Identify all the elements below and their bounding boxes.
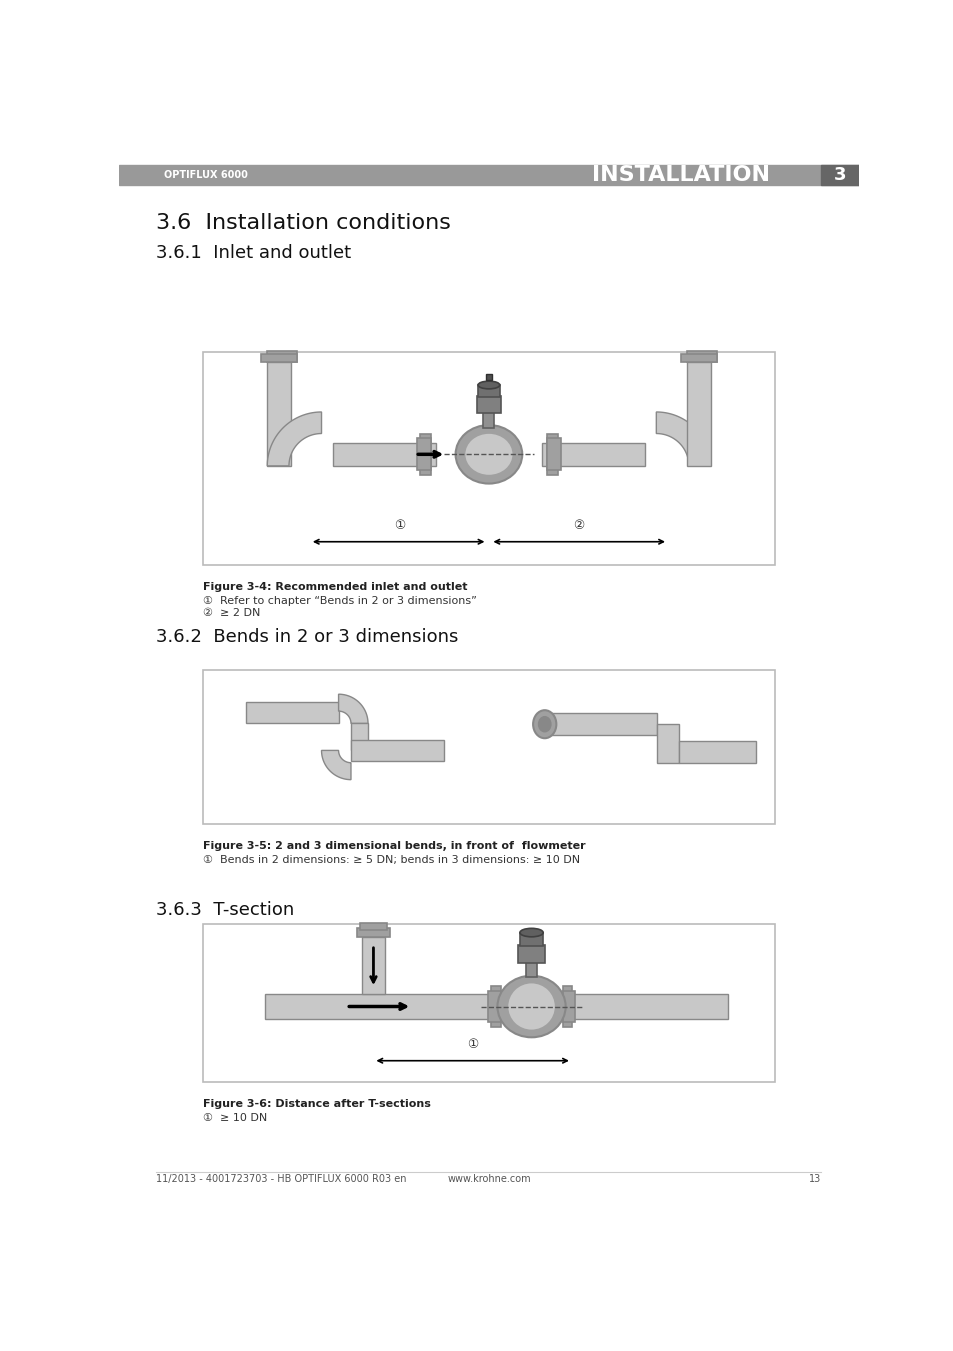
Text: ②  ≥ 2 DN: ② ≥ 2 DN <box>203 608 260 617</box>
Text: 3.6  Installation conditions: 3.6 Installation conditions <box>156 213 451 232</box>
Bar <box>517 944 544 963</box>
Ellipse shape <box>456 426 521 484</box>
Bar <box>562 992 575 1021</box>
Bar <box>680 354 716 362</box>
Bar <box>821 165 858 185</box>
Bar <box>686 351 716 362</box>
Text: INSTALLATION: INSTALLATION <box>592 165 769 185</box>
Text: 3.6.1  Inlet and outlet: 3.6.1 Inlet and outlet <box>156 243 352 262</box>
Bar <box>361 938 385 994</box>
Bar <box>265 994 728 1019</box>
Bar <box>203 924 774 1082</box>
Bar <box>119 165 858 185</box>
Bar <box>491 986 500 1027</box>
Bar <box>351 739 443 761</box>
Bar <box>476 396 500 413</box>
Text: ②: ② <box>572 520 583 532</box>
Text: 11/2013 - 4001723703 - HB OPTIFLUX 6000 R03 en: 11/2013 - 4001723703 - HB OPTIFLUX 6000 … <box>156 1174 407 1185</box>
Text: 3: 3 <box>833 166 845 184</box>
Text: 3.6.3  T-section: 3.6.3 T-section <box>156 901 294 919</box>
Bar <box>546 434 558 476</box>
Bar <box>245 703 338 723</box>
Text: ①  Bends in 2 dimensions: ≥ 5 DN; bends in 3 dimensions: ≥ 10 DN: ① Bends in 2 dimensions: ≥ 5 DN; bends i… <box>203 855 579 865</box>
Text: 13: 13 <box>808 1174 821 1185</box>
Polygon shape <box>338 694 368 723</box>
Text: ①  ≥ 10 DN: ① ≥ 10 DN <box>203 1113 267 1123</box>
Text: ①: ① <box>467 1039 477 1051</box>
Bar <box>686 362 710 466</box>
Bar <box>267 351 296 362</box>
Ellipse shape <box>477 381 499 389</box>
Ellipse shape <box>497 975 565 1038</box>
Ellipse shape <box>533 711 556 738</box>
Ellipse shape <box>519 928 542 936</box>
Polygon shape <box>267 412 321 466</box>
Bar <box>477 385 499 397</box>
Bar <box>488 992 500 1021</box>
Polygon shape <box>656 412 710 466</box>
Bar <box>525 962 537 977</box>
Text: 3.6.2  Bends in 2 or 3 dimensions: 3.6.2 Bends in 2 or 3 dimensions <box>156 628 458 646</box>
Bar <box>483 411 494 428</box>
Bar <box>261 354 296 362</box>
Bar <box>657 724 679 763</box>
Bar <box>562 986 571 1027</box>
Ellipse shape <box>465 434 512 474</box>
Polygon shape <box>321 750 351 780</box>
Bar <box>679 742 756 763</box>
Bar <box>351 723 368 750</box>
Bar <box>333 443 436 466</box>
Bar <box>546 438 560 470</box>
Ellipse shape <box>537 716 550 732</box>
Bar <box>356 928 390 938</box>
Text: Figure 3-4: Recommended inlet and outlet: Figure 3-4: Recommended inlet and outlet <box>203 582 467 592</box>
Text: ①  Refer to chapter “Bends in 2 or 3 dimensions”: ① Refer to chapter “Bends in 2 or 3 dime… <box>203 596 476 605</box>
Bar <box>203 353 774 565</box>
Bar <box>203 670 774 824</box>
Text: Figure 3-6: Distance after T-sections: Figure 3-6: Distance after T-sections <box>203 1100 431 1109</box>
Bar <box>541 443 644 466</box>
Bar <box>267 362 291 466</box>
Text: ①: ① <box>394 520 405 532</box>
Text: OPTIFLUX 6000: OPTIFLUX 6000 <box>164 170 248 180</box>
Bar <box>519 932 542 947</box>
Text: Figure 3-5: 2 and 3 dimensional bends, in front of  flowmeter: Figure 3-5: 2 and 3 dimensional bends, i… <box>203 842 585 851</box>
Ellipse shape <box>508 984 555 1029</box>
Bar <box>416 438 431 470</box>
Bar <box>485 374 492 381</box>
Bar <box>360 923 386 929</box>
Text: www.krohne.com: www.krohne.com <box>447 1174 530 1185</box>
Bar <box>544 713 657 735</box>
Bar <box>419 434 431 476</box>
